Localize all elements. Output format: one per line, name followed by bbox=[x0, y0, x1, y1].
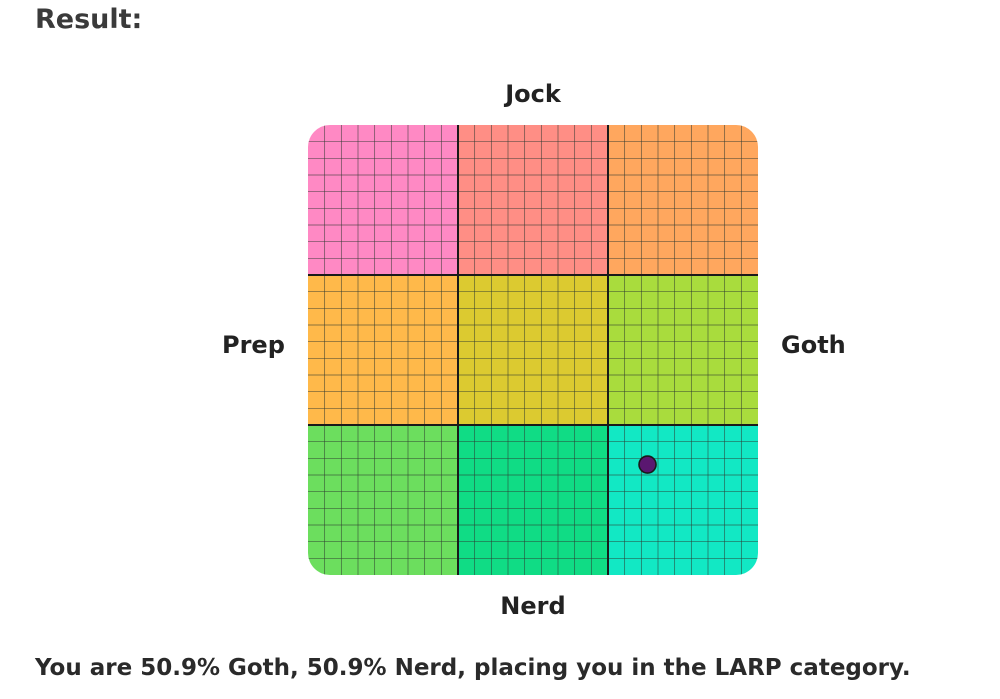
result-summary: You are 50.9% Goth, 50.9% Nerd, placing … bbox=[35, 655, 911, 681]
axis-label-top: Jock bbox=[505, 80, 561, 108]
result-heading: Result: bbox=[35, 4, 143, 35]
region-1-1 bbox=[458, 275, 609, 426]
region-0-2 bbox=[608, 125, 758, 276]
region-2-2 bbox=[608, 425, 758, 575]
region-1-0 bbox=[308, 275, 459, 426]
region-2-1 bbox=[458, 425, 609, 575]
political-compass-chart bbox=[308, 125, 758, 575]
region-2-0 bbox=[308, 425, 459, 575]
region-1-2 bbox=[608, 275, 758, 426]
chart-body bbox=[308, 125, 758, 575]
axis-label-left: Prep bbox=[222, 331, 285, 359]
region-0-0 bbox=[308, 125, 459, 276]
axis-label-right: Goth bbox=[781, 331, 846, 359]
region-0-1 bbox=[458, 125, 609, 276]
result-point bbox=[638, 455, 657, 474]
axis-label-bottom: Nerd bbox=[500, 592, 566, 620]
